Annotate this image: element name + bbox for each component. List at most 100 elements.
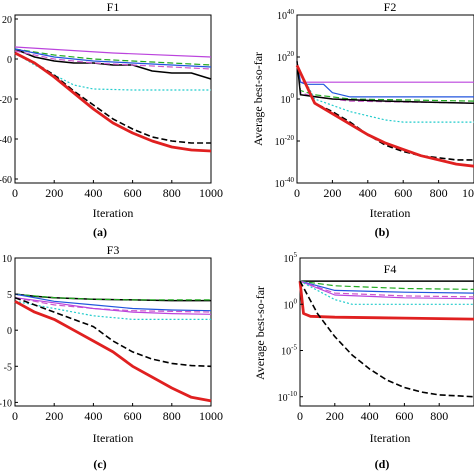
series-line-6 xyxy=(298,280,474,321)
series-line-1 xyxy=(299,280,474,290)
x-tick-label: 200 xyxy=(323,186,341,200)
y-tick-label: 10-40 xyxy=(275,176,295,190)
series-line-5 xyxy=(14,52,211,91)
y-tick-label: 1040 xyxy=(277,8,295,22)
x-tick-label: 1000 xyxy=(462,186,474,200)
series-line-6 xyxy=(14,52,211,144)
x-tick-label: 200 xyxy=(45,186,63,200)
plot-frame xyxy=(14,14,212,184)
series-line-4 xyxy=(299,280,474,300)
series-line-5 xyxy=(14,300,211,320)
series-line-1 xyxy=(296,61,474,98)
series-line-3 xyxy=(299,280,474,298)
x-tick-label: 400 xyxy=(361,409,379,423)
y-tick-label: 10-5 xyxy=(281,344,297,358)
y-tick-label: -20 xyxy=(0,95,12,106)
series-line-2 xyxy=(299,280,474,294)
series-line-4 xyxy=(296,61,474,104)
x-tick-label: 800 xyxy=(163,186,181,200)
series-group xyxy=(14,46,212,153)
x-tick-label: 1000 xyxy=(199,186,223,200)
series-line-3 xyxy=(14,50,212,70)
x-tick-label: 600 xyxy=(394,186,412,200)
panel-caption: (c) xyxy=(93,457,106,471)
panel-title: F4 xyxy=(384,262,397,276)
series-line-6 xyxy=(14,296,212,368)
x-tick-label: 600 xyxy=(395,409,413,423)
y-tick-label: -10 xyxy=(0,398,12,409)
tick-group: 0 200 400 600 800 1000 10 5 0 -5 -10 xyxy=(0,254,223,423)
series-line-1 xyxy=(14,293,211,301)
series-line-4 xyxy=(14,46,212,58)
y-tick-label: 0 xyxy=(7,326,12,337)
series-group xyxy=(298,280,474,398)
x-tick-label: 800 xyxy=(430,186,448,200)
x-tick-label: 1000 xyxy=(199,409,223,423)
x-tick-label: 600 xyxy=(124,409,142,423)
x-tick-label: 600 xyxy=(124,186,142,200)
series-group xyxy=(14,293,212,403)
y-tick-label: -5 xyxy=(4,362,12,373)
series-line-0 xyxy=(296,61,474,83)
y-tick-label: 100 xyxy=(281,92,295,106)
panel-caption: (d) xyxy=(375,457,390,471)
series-line-4 xyxy=(14,297,212,315)
panel-f1: F1 Iteration (a) 02004006008001000200-20… xyxy=(0,0,223,239)
x-axis-label: Iteration xyxy=(93,431,134,445)
series-line-1 xyxy=(14,48,212,66)
x-axis-label: Iteration xyxy=(93,206,134,220)
y-tick-label: 5 xyxy=(7,290,12,301)
x-tick-label: 400 xyxy=(84,409,102,423)
y-tick-label: 1020 xyxy=(277,50,295,64)
y-tick-label: 0 xyxy=(7,55,12,66)
y-tick-label: 10 xyxy=(2,254,12,265)
x-tick-label: 0 xyxy=(12,409,18,423)
x-tick-label: 400 xyxy=(359,186,377,200)
plot-frame xyxy=(299,257,474,407)
tick-group: 0 200 400 600 800 105 100 10-5 10-10 xyxy=(278,251,449,423)
series-line-6 xyxy=(296,65,474,161)
plot-frame xyxy=(14,257,212,407)
y-tick-label: -40 xyxy=(0,135,12,146)
series-line-7 xyxy=(295,64,474,168)
series-line-0 xyxy=(14,48,212,80)
x-tick-label: 800 xyxy=(163,409,181,423)
panel-title: F2 xyxy=(384,0,397,14)
y-tick-label: 20 xyxy=(2,15,12,26)
x-tick-label: 0 xyxy=(12,186,18,200)
series-line-5 xyxy=(299,280,474,305)
y-tick-label: 10-20 xyxy=(275,134,295,148)
y-tick-label: -60 xyxy=(0,175,12,186)
x-axis-label: Iteration xyxy=(370,206,411,220)
x-tick-label: 200 xyxy=(326,409,344,423)
x-tick-label: 0 xyxy=(297,409,303,423)
series-line-2 xyxy=(14,293,212,312)
series-line-7 xyxy=(299,280,474,398)
panel-title: F1 xyxy=(107,0,120,14)
x-tick-label: 400 xyxy=(84,186,102,200)
x-tick-label: 200 xyxy=(45,409,63,423)
series-line-7 xyxy=(14,51,212,153)
x-axis-label: Iteration xyxy=(370,431,411,445)
y-axis-label: Average best-so-far xyxy=(251,52,265,146)
series-line-2 xyxy=(296,61,474,102)
panel-f3: F3 Iteration (c) 0 200 400 600 800 1000 10 5 0 -5… xyxy=(0,243,223,471)
plot-frame xyxy=(296,14,474,184)
panel-f4: F4 Iteration (d) Average best-so-far 0 20… xyxy=(253,251,474,471)
panel-f2: F2 Iteration (b) Average best-so-far 0 20… xyxy=(251,0,474,239)
y-tick-label: 100 xyxy=(284,297,298,311)
x-tick-label: 0 xyxy=(294,186,300,200)
y-tick-label: 105 xyxy=(284,251,298,265)
series-line-3 xyxy=(14,297,212,313)
series-line-5 xyxy=(296,65,474,123)
x-tick-label: 800 xyxy=(430,409,448,423)
series-group xyxy=(295,61,474,168)
y-axis-label: Average best-so-far xyxy=(253,286,267,380)
tick-group: 0 200 400 600 800 1000 1040 1020 100 10-20 10-40 xyxy=(275,8,474,200)
series-line-7 xyxy=(14,300,212,403)
panel-caption: (b) xyxy=(375,225,390,239)
y-tick-label: 10-10 xyxy=(278,390,298,404)
series-line-2 xyxy=(14,48,212,68)
